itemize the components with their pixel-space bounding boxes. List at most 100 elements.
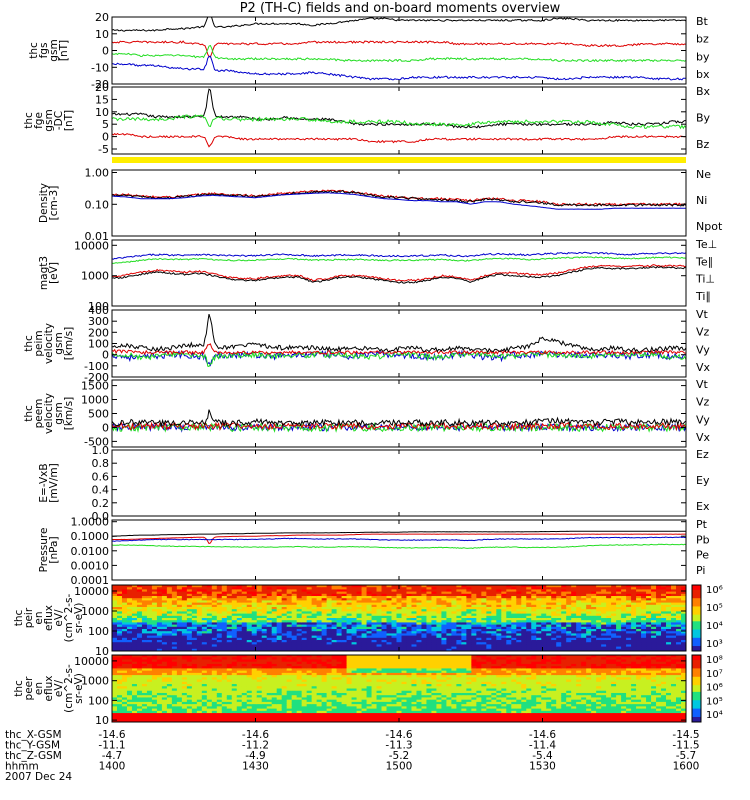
spectrogram-cell: [201, 717, 208, 721]
spectrogram-cell: [176, 677, 183, 681]
spectrogram-cell: [451, 609, 457, 612]
spectrogram-cell: [551, 622, 557, 626]
spectrogram-cell: [301, 587, 308, 590]
spectrogram-cell: [201, 620, 208, 623]
spectrogram-cell: [641, 609, 647, 612]
spectrogram-cell: [451, 600, 457, 604]
spectrogram-cell: [471, 646, 477, 650]
spectrogram-cell: [211, 637, 218, 641]
spectrogram-cell: [141, 679, 148, 683]
spectrogram-cell: [141, 708, 148, 712]
spectrogram-cell: [236, 598, 243, 601]
legend-label: Ey: [696, 474, 710, 487]
spectrogram-cell: [226, 661, 233, 665]
spectrogram-cell: [126, 585, 133, 588]
spectrogram-cell: [576, 644, 582, 648]
spectrogram-cell: [361, 613, 368, 617]
spectrogram-cell: [246, 626, 253, 630]
spectrogram-cell: [231, 697, 238, 701]
spectrogram-cell: [266, 679, 273, 683]
spectrogram-cell: [171, 686, 178, 690]
spectrogram-cell: [306, 604, 313, 608]
spectrogram-cell: [186, 710, 193, 714]
spectrogram-cell: [561, 600, 567, 604]
spectrogram-cell: [266, 589, 273, 593]
spectrogram-cell: [241, 697, 248, 701]
spectrogram-cell: [556, 618, 562, 621]
spectrogram-cell: [116, 717, 123, 721]
spectrogram-cell: [656, 626, 662, 630]
spectrogram-cell: [631, 613, 637, 617]
spectrogram-cell: [571, 644, 577, 648]
spectrogram-cell: [371, 646, 378, 650]
spectrogram-cell: [146, 637, 153, 641]
spectrogram-cell: [116, 587, 123, 590]
spectrogram-cell: [656, 635, 662, 639]
spectrogram-cell: [266, 701, 273, 705]
spectrogram-cell: [521, 635, 527, 639]
spectrogram-cell: [171, 688, 178, 692]
y-tick-label: 0: [102, 349, 109, 362]
spectrogram-cell: [516, 611, 522, 615]
spectrogram-cell: [391, 615, 398, 619]
y-tick-label: -5: [98, 143, 109, 156]
spectrogram-cell: [136, 620, 143, 623]
spectrogram-cell: [141, 717, 148, 721]
spectrogram-cell: [351, 596, 358, 599]
spectrogram-cell: [251, 585, 258, 588]
spectrogram-cell: [146, 686, 153, 690]
spectrogram-cell: [656, 629, 662, 632]
spectrogram-cell: [666, 600, 672, 604]
spectrogram-cell: [236, 681, 243, 685]
spectrogram-cell: [561, 613, 567, 617]
spectrogram-cell: [416, 622, 423, 626]
spectrogram-cell: [146, 640, 153, 643]
spectrogram-cell: [171, 719, 178, 722]
spectrogram-cell: [286, 631, 293, 634]
spectrogram-cell: [541, 635, 547, 639]
spectrogram-cell: [441, 596, 448, 599]
spectrogram-cell: [496, 600, 502, 604]
spectrogram-cell: [146, 663, 153, 667]
spectrogram-cell: [141, 684, 148, 687]
y-axis-label: Density: [38, 183, 50, 223]
spectrogram-cell: [261, 663, 268, 667]
spectrogram-cell: [136, 596, 143, 599]
spectrogram-cell: [351, 611, 358, 615]
spectrogram-cell: [616, 613, 622, 617]
spectrogram-cell: [286, 713, 293, 716]
spectrogram-cell: [371, 642, 378, 645]
spectrogram-cell: [261, 679, 268, 683]
spectrogram-cell: [671, 598, 677, 601]
spectrogram-cell: [256, 697, 263, 701]
spectrogram-cell: [666, 626, 672, 630]
spectrogram-cell: [206, 635, 213, 639]
spectrogram-cell: [336, 600, 343, 604]
spectrogram-cell: [511, 593, 517, 597]
spectrogram-cell: [391, 622, 398, 626]
spectrogram-cell: [251, 675, 258, 678]
spectrogram-cell: [426, 633, 433, 637]
spectrogram-cell: [126, 659, 133, 663]
spectrogram-cell: [221, 657, 228, 661]
spectrogram-cell: [266, 596, 273, 599]
spectrogram-cell: [496, 613, 502, 617]
spectrogram-cell: [116, 620, 123, 623]
spectrogram-cell: [676, 635, 682, 639]
spectrogram-cell: [421, 593, 428, 597]
spectrogram-cell: [611, 629, 617, 632]
spectrogram-cell: [651, 593, 657, 597]
spectrogram-cell: [431, 596, 438, 599]
spectrogram-cell: [491, 600, 497, 604]
spectrogram-cell: [181, 668, 188, 672]
spectrogram-cell: [136, 640, 143, 643]
spectrogram-cell: [646, 591, 652, 595]
spectrogram-cell: [306, 635, 313, 639]
spectrogram-cell: [201, 631, 208, 634]
spectrogram-cell: [131, 637, 138, 641]
spectrogram-cell: [131, 663, 138, 667]
spectrogram-cell: [416, 600, 423, 604]
spectrogram-cell: [581, 640, 587, 643]
spectrogram-cell: [112, 591, 118, 595]
spectrogram-cell: [286, 677, 293, 681]
